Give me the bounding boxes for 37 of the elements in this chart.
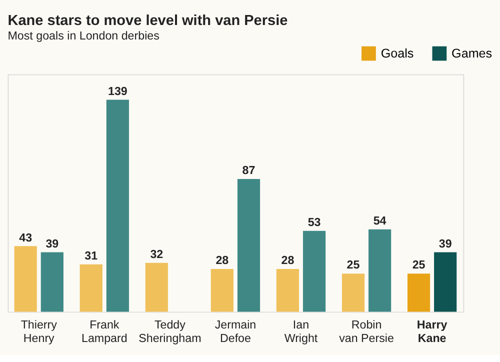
chart-title: Kane stars to move level with van Persie: [8, 12, 288, 29]
bar: [368, 229, 392, 312]
x-tick-label: Teddy Sheringham: [138, 318, 202, 346]
data-label: 39: [438, 237, 452, 250]
legend-label: Games: [452, 46, 492, 60]
x-tick-label: Ian Wright: [284, 318, 318, 346]
bar: [14, 246, 37, 312]
x-tick-label: Robin van Persie: [339, 318, 394, 346]
legend-label: Goals: [380, 46, 414, 60]
data-label: 54: [373, 214, 387, 228]
bar: [237, 179, 260, 312]
x-tick-label: Jermain Defoe: [214, 318, 256, 346]
chart-subtitle: Most goals in London derbies: [8, 29, 160, 42]
data-label: 139: [108, 84, 128, 98]
bar: [276, 269, 299, 312]
data-label: 25: [346, 258, 360, 272]
data-label: 53: [308, 216, 322, 230]
bar: [106, 100, 129, 312]
x-tick-label: Thierry Henry: [20, 318, 58, 346]
x-tick-label: Frank Lampard: [81, 318, 128, 346]
data-label: 43: [19, 231, 33, 244]
bar: [407, 274, 430, 312]
data-label: 32: [150, 248, 164, 262]
data-label: 28: [281, 254, 295, 268]
bar: [302, 230, 326, 312]
bar: [434, 252, 457, 312]
bar: [145, 262, 168, 312]
x-tick-label: Harry Kane: [416, 318, 448, 346]
data-label: 39: [46, 237, 60, 250]
data-label: 28: [216, 254, 230, 268]
bar: [210, 269, 234, 312]
bar: [342, 274, 365, 312]
bar: [40, 252, 64, 312]
bar: [80, 264, 102, 312]
data-label: 31: [84, 250, 98, 263]
data-label: 87: [242, 164, 256, 178]
data-label: 25: [412, 258, 426, 272]
